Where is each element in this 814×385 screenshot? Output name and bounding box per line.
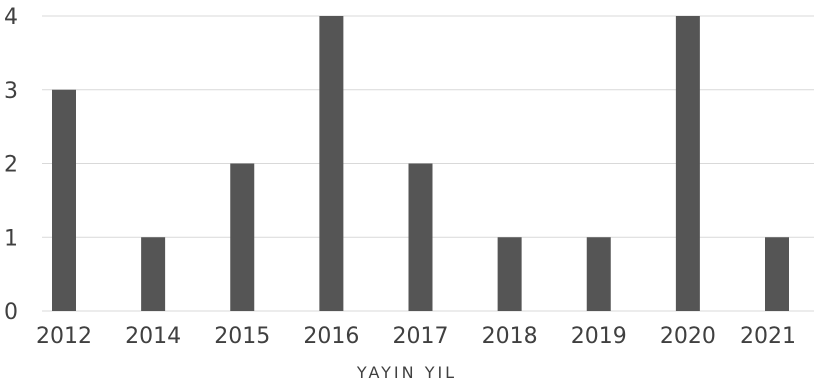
x-tick-label: 2015 xyxy=(214,324,270,349)
bar-2020 xyxy=(675,16,700,311)
x-tick-label: 2012 xyxy=(36,324,92,349)
y-tick-label: 4 xyxy=(4,5,18,30)
bar-2015 xyxy=(230,163,255,311)
x-axis-label: YAYIN YIL xyxy=(356,363,457,382)
x-axis-ticks: 2012 2014 2015 2016 2017 2018 2019 2020 2021 xyxy=(36,324,796,349)
y-tick-label: 1 xyxy=(4,226,18,251)
bar-2016 xyxy=(319,16,344,311)
bar-2019 xyxy=(586,237,611,311)
x-tick-label: 2016 xyxy=(303,324,359,349)
bar-2014 xyxy=(141,237,166,311)
x-tick-label: 2021 xyxy=(740,324,796,349)
x-tick-label: 2017 xyxy=(393,324,449,349)
y-tick-label: 0 xyxy=(4,300,18,325)
x-tick-label: 2020 xyxy=(660,324,716,349)
y-tick-label: 3 xyxy=(4,79,18,104)
bars xyxy=(52,16,789,311)
bar-2012 xyxy=(52,89,76,311)
bar-2018 xyxy=(497,237,522,311)
y-tick-label: 2 xyxy=(4,153,18,178)
y-axis-ticks: 0 1 2 3 4 xyxy=(4,5,18,325)
x-tick-label: 2019 xyxy=(571,324,627,349)
bar-2017 xyxy=(408,163,433,311)
x-tick-label: 2014 xyxy=(125,324,181,349)
bar-2021 xyxy=(765,237,789,311)
x-tick-label: 2018 xyxy=(482,324,538,349)
